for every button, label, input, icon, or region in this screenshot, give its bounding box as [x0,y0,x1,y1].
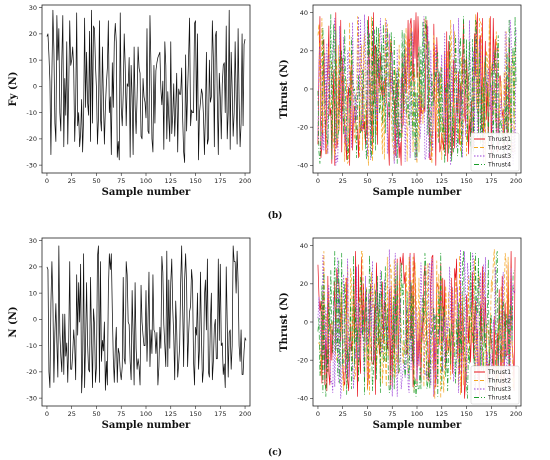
x-tick-label: 175 [485,410,497,418]
series-line-thrust3 [317,249,516,399]
y-tick-label: 20 [29,30,37,38]
x-tick-label: 0 [45,410,49,418]
y-axis-label: N (N) [8,306,19,337]
legend-entry: Thrust2 [487,145,511,152]
y-tick-label: 20 [300,280,308,288]
x-tick-label: 75 [388,410,396,418]
x-tick-label: 200 [510,177,522,185]
y-tick-label: -10 [26,342,37,350]
y-tick-label: 20 [300,47,308,55]
series-line-thrust4 [317,251,515,399]
y-axis-label: Fy (N) [8,72,19,107]
y-axis-label: Thrust (N) [279,292,290,352]
series-line-thrust4 [317,14,517,164]
y-tick-label: 10 [29,56,37,64]
y-tick-label: -30 [26,161,37,169]
x-tick-label: 200 [239,177,251,185]
x-tick-label: 175 [214,410,226,418]
x-tick-label: 50 [92,177,100,185]
y-tick-label: 10 [29,289,37,297]
x-axis-label: Sample number [102,187,191,198]
series-line-main [46,245,247,394]
x-tick-label: 50 [363,177,371,185]
legend-entry: Thrust1 [487,136,511,143]
x-tick-label: 125 [165,410,177,418]
y-tick-label: -30 [26,394,37,402]
x-tick-label: 100 [140,177,152,185]
x-tick-label: 100 [411,177,423,185]
x-tick-label: 150 [460,177,472,185]
x-tick-label: 75 [388,177,396,185]
x-tick-label: 150 [460,410,472,418]
y-tick-label: 30 [29,4,37,12]
chart-fy-force: 0 25 50 75 100 125 150 175 200 -30 -20 -10 0 10 20 30 Sa… [8,4,251,198]
x-tick-label: 25 [68,177,76,185]
x-tick-label: 200 [510,410,522,418]
y-tick-label: 0 [33,83,37,91]
x-tick-label: 150 [189,410,201,418]
y-axis-label: Thrust (N) [279,59,290,119]
y-tick-label: 0 [33,316,37,324]
x-tick-label: 0 [45,177,49,185]
y-tick-label: -20 [26,135,37,143]
y-tick-label: -20 [297,123,308,131]
x-tick-label: 125 [436,410,448,418]
x-axis-label: Sample number [373,420,462,431]
chart-thrust-b: 0 25 50 75 100 125 150 175 200 -40 -20 0 20 40 Sample … [279,4,522,198]
x-tick-label: 125 [436,177,448,185]
legend-entry: Thrust4 [487,395,511,402]
series-line-main [46,9,246,163]
x-tick-label: 75 [117,410,125,418]
x-tick-label: 200 [239,410,251,418]
y-tick-label: -20 [26,368,37,376]
x-tick-label: 175 [485,177,497,185]
y-tick-label: 20 [29,263,37,271]
chart-thrust-c: 0 25 50 75 100 125 150 175 200 -40 -20 0 20 40 Sample … [279,237,522,431]
legend-entry: Thrust3 [487,386,511,393]
y-tick-label: 0 [304,318,308,326]
y-tick-label: 30 [29,237,37,245]
legend-entry: Thrust4 [487,162,511,169]
x-tick-label: 175 [214,177,226,185]
y-tick-label: -40 [297,395,308,403]
x-axis-label: Sample number [373,187,462,198]
panel-label-c: (c) [268,447,282,458]
x-tick-label: 150 [189,177,201,185]
y-tick-label: 0 [304,85,308,93]
x-tick-label: 0 [316,177,320,185]
y-tick-label: -20 [297,356,308,364]
chart-n-moment: 0 25 50 75 100 125 150 175 200 -30 -20 -10 0 10 20 30 Sa… [8,237,251,431]
x-tick-label: 0 [316,410,320,418]
x-tick-label: 125 [165,177,177,185]
x-tick-label: 25 [339,177,347,185]
y-tick-label: -40 [297,162,308,170]
x-tick-label: 100 [411,410,423,418]
x-tick-label: 75 [117,177,125,185]
panel-label-b: (b) [268,210,283,221]
legend-entry: Thrust3 [487,153,511,160]
x-tick-label: 50 [363,410,371,418]
series-line-thrust2 [317,249,515,399]
y-tick-label: 40 [300,9,308,17]
x-tick-label: 50 [92,410,100,418]
x-tick-label: 25 [339,410,347,418]
x-tick-label: 25 [68,410,76,418]
series-line-thrust2 [317,14,516,166]
legend-entry: Thrust2 [487,378,511,385]
x-axis-label: Sample number [102,420,191,431]
x-tick-label: 100 [140,410,152,418]
legend-entry: Thrust1 [487,369,511,376]
y-tick-label: 40 [300,242,308,250]
y-tick-label: -10 [26,109,37,117]
